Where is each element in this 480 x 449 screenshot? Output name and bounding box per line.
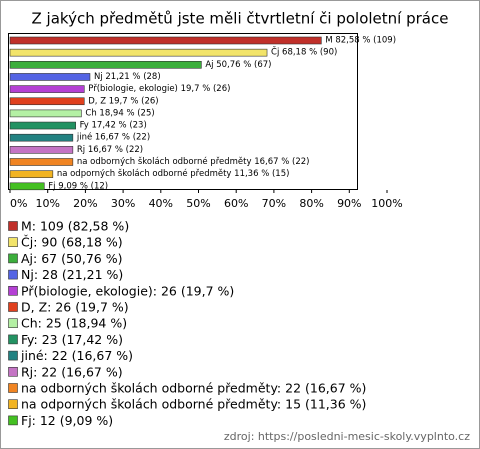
legend-swatch: [8, 399, 18, 410]
legend-swatch: [8, 269, 18, 280]
legend-swatch: [8, 302, 18, 312]
bar: [9, 73, 91, 81]
bar-label: jiné 16,67 % (22): [76, 132, 150, 143]
bar-label: Fy 17,42 % (23): [80, 121, 147, 131]
legend-label: Ch: 25 (18,94 %): [21, 316, 127, 331]
bar: [9, 158, 74, 166]
legend-swatch: [8, 366, 18, 377]
chart-title: Z jakých předmětů jste měli čtvrtletní č…: [32, 10, 449, 28]
bar-label: Př(biologie, ekologie) 19,7 % (26): [88, 84, 230, 94]
x-tick-label: 80%: [299, 197, 323, 210]
bar: [9, 133, 74, 142]
x-tick-label: 40%: [149, 197, 173, 210]
legend-label: Nj: 28 (21,21 %): [21, 267, 123, 282]
bar-label: Fj 9,09 % (12): [48, 181, 108, 191]
legend-label: na odporných školách odborné předměty: 1…: [21, 397, 366, 412]
x-tick-label: 60%: [224, 197, 248, 210]
bar: [9, 182, 45, 191]
legend-swatch: [8, 318, 18, 329]
legend-label: jiné: 22 (16,67 %): [20, 348, 133, 363]
bar: [9, 97, 85, 106]
bar: [9, 48, 268, 57]
legend-label: Fy: 23 (17,42 %): [21, 332, 123, 347]
bar-label: Ch 18,94 % (25): [85, 108, 154, 118]
x-tick-label: 20%: [73, 197, 97, 210]
bar-label: Rj 16,67 % (22): [77, 145, 143, 155]
source: zdroj: https://posledni-mesic-skoly.vypl…: [224, 430, 470, 443]
legend-label: Fj: 12 (9,09 %): [21, 413, 113, 428]
bar-label: Aj 50,76 % (67): [205, 60, 271, 70]
legend-swatch: [8, 383, 18, 393]
legend-label: na odborných školách odborné předměty: 2…: [21, 381, 366, 396]
legend-label: M: 109 (82,58 %): [21, 219, 129, 234]
x-tick-label: 90%: [337, 197, 361, 210]
x-tick-label: 70%: [262, 197, 286, 210]
legend-swatch: [8, 221, 18, 231]
bar-label: na odporných školách odborné předměty 11…: [57, 168, 290, 179]
legend-label: Aj: 67 (50,76 %): [21, 251, 122, 266]
x-tick-label: 0%: [10, 197, 27, 210]
legend-swatch: [8, 237, 18, 247]
bar: [9, 36, 322, 45]
x-tick-label: 30%: [111, 197, 135, 210]
bar-label: Nj 21,21 % (28): [94, 72, 161, 82]
legend-swatch: [8, 334, 18, 345]
legend-label: D, Z: 26 (19,7 %): [21, 300, 129, 315]
x-tick-label: 50%: [186, 197, 210, 210]
bar-label: Čj 68,18 % (90): [271, 46, 337, 58]
x-tick-label: 10%: [35, 197, 59, 210]
x-tick-label: 100%: [371, 197, 402, 210]
legend-swatch: [8, 285, 18, 296]
legend-swatch: [8, 350, 18, 361]
legend-swatch: [8, 415, 18, 426]
bar: [9, 85, 85, 93]
legend-swatch: [8, 253, 18, 264]
bar: [9, 146, 74, 154]
legend-label: Čj: 90 (68,18 %): [21, 235, 123, 250]
bar-label: D, Z 19,7 % (26): [88, 96, 158, 106]
legend-label: Př(biologie, ekologie): 26 (19,7 %): [21, 283, 234, 298]
bar-label: M 82,58 % (109): [325, 36, 396, 46]
bar: [9, 170, 54, 178]
bar: [9, 60, 202, 69]
bar: [9, 109, 82, 118]
bar: [9, 121, 76, 130]
legend-label: Rj: 22 (16,67 %): [21, 364, 123, 379]
bar-label: na odborných školách odborné předměty 16…: [77, 156, 310, 167]
